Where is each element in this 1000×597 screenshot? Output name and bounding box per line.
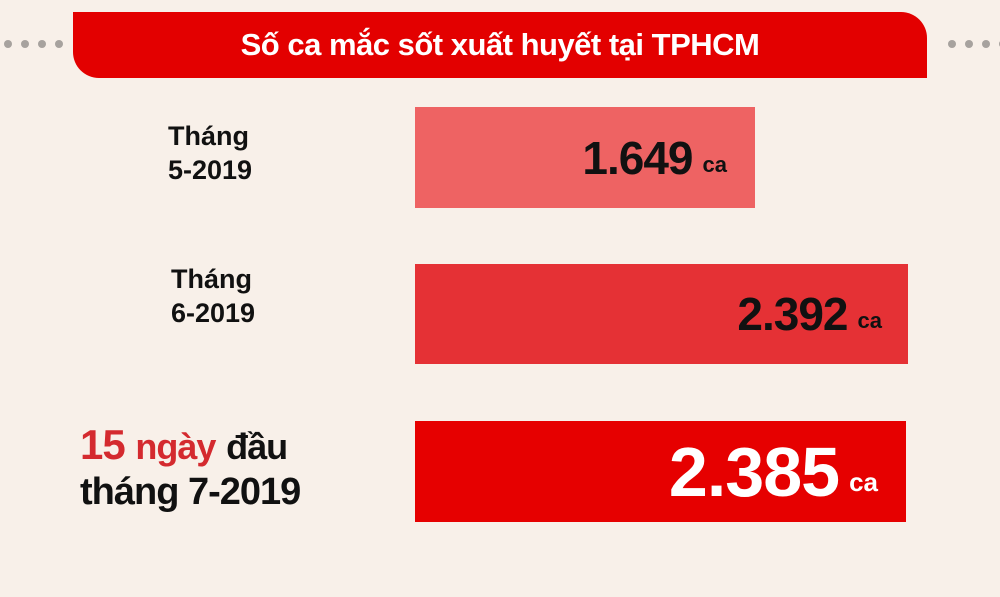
label-number: 15 — [80, 421, 126, 468]
category-label-may: Tháng 5-2019 — [168, 120, 252, 188]
label-line: 5-2019 — [168, 154, 253, 185]
label-line: Tháng — [171, 264, 252, 294]
title-banner: Số ca mắc sốt xuất huyết tại TPHCM — [73, 12, 927, 78]
bar-3: 2.385 ca — [415, 421, 906, 522]
unit-label: ca — [857, 308, 882, 333]
unit-label: ca — [849, 467, 878, 497]
label-line: 6-2019 — [171, 297, 256, 328]
left-dots-decoration — [4, 40, 63, 48]
bar-2: 2.392 ca — [415, 264, 908, 364]
category-label-july: 15 ngày đầu tháng 7-2019 — [80, 420, 301, 516]
label-first: đầu — [226, 426, 288, 467]
label-days: ngày — [135, 426, 216, 467]
unit-label: ca — [702, 152, 727, 177]
chart-title: Số ca mắc sốt xuất huyết tại TPHCM — [240, 27, 760, 62]
label-line: Tháng — [168, 121, 249, 151]
data-label: 2.385 — [668, 432, 840, 511]
bar-1: 1.649 ca — [415, 107, 755, 208]
category-label-june: Tháng 6-2019 — [171, 263, 255, 331]
data-label: 2.392 — [737, 288, 848, 340]
label-line: tháng 7-2019 — [80, 471, 301, 514]
data-label: 1.649 — [582, 131, 693, 184]
right-dots-decoration — [948, 40, 1000, 48]
